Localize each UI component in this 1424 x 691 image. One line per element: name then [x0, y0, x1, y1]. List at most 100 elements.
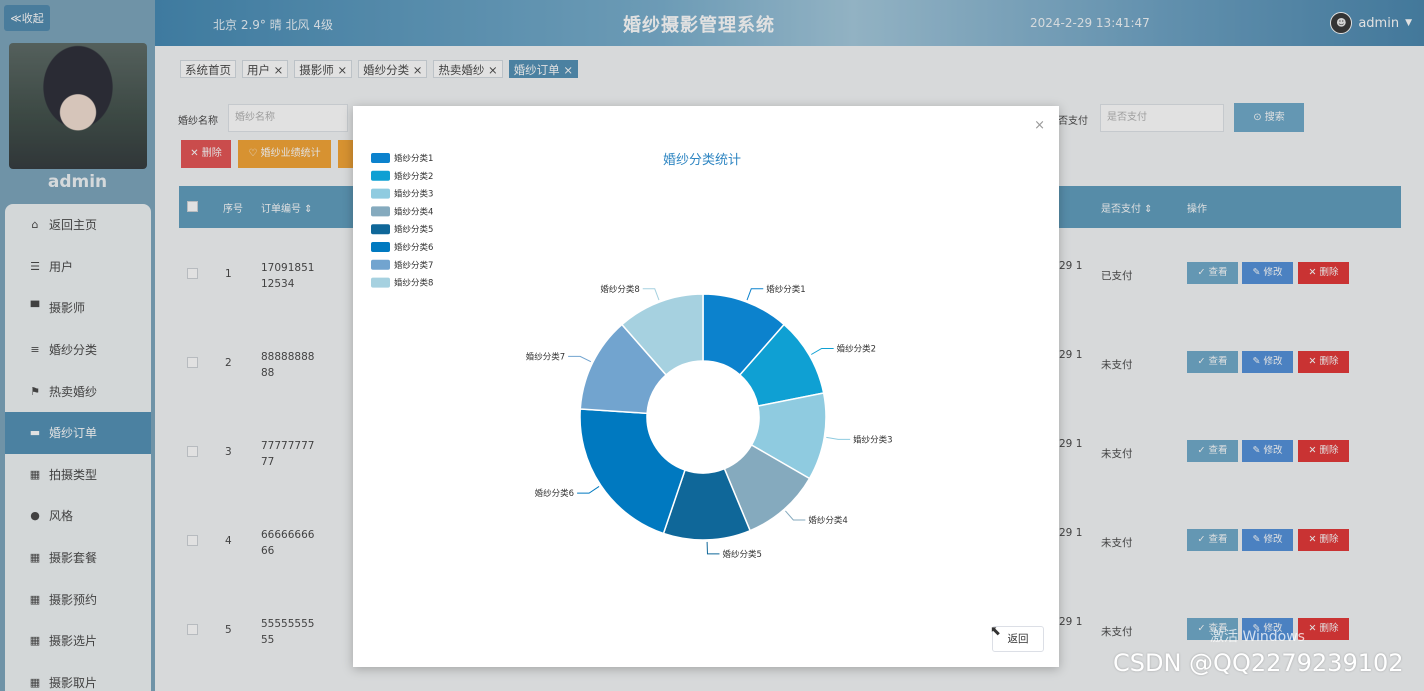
view-button[interactable]: ✓ 查看 — [1187, 351, 1238, 373]
tab-1[interactable]: 系统首页 — [180, 60, 236, 78]
sidebar-item-4[interactable]: ≡ 婚纱分类 — [5, 329, 151, 371]
table-row: 3 7777777777 29 1 未支付 ✓ 查看 ✎ 修改 ✕ 删除 — [179, 406, 1401, 495]
slice-label: 婚纱分类5 — [722, 549, 761, 560]
legend-item[interactable]: 婚纱分类6 — [371, 242, 433, 253]
weather-info: 北京 2.9° 晴 北风 4级 — [213, 18, 333, 32]
header-paid[interactable]: 是否支付 ⇕ — [1101, 204, 1153, 215]
delete-button[interactable]: ✕ 删除 — [1298, 351, 1349, 373]
menu-icon: ≡ — [30, 343, 40, 357]
edit-button[interactable]: ✎ 修改 — [1242, 529, 1293, 551]
chevron-down-icon: ▼ — [1405, 18, 1412, 28]
table-row: 1 1709185112534 29 1 已支付 ✓ 查看 ✎ 修改 ✕ 删除 — [179, 228, 1401, 317]
pay-status-select[interactable]: 是否支付 — [1100, 104, 1224, 132]
row-paid-status: 未支付 — [1101, 537, 1133, 549]
row-checkbox[interactable] — [187, 268, 198, 279]
slice-label: 婚纱分类3 — [853, 434, 892, 445]
username: admin — [1358, 15, 1400, 31]
category-donut-chart: 婚纱分类统计婚纱分类1婚纱分类2婚纱分类3婚纱分类4婚纱分类5婚纱分类6婚纱分类… — [371, 153, 893, 560]
edit-button[interactable]: ✎ 修改 — [1242, 618, 1293, 640]
tab-4[interactable]: 婚纱分类 × — [358, 60, 428, 78]
row-date: 29 1 — [1059, 260, 1083, 272]
sidebar-item-1[interactable]: ⌂ 返回主页 — [5, 204, 151, 246]
sidebar-item-label: 婚纱订单 — [49, 426, 98, 441]
row-index: 5 — [225, 624, 232, 636]
sidebar-item-6[interactable]: ▬ 婚纱订单 — [5, 411, 151, 454]
sidebar-item-7[interactable]: ▦ 拍摄类型 — [5, 454, 151, 496]
tab-6[interactable]: 婚纱订单 × — [508, 60, 578, 78]
legend-item[interactable]: 婚纱分类2 — [371, 170, 433, 182]
slice-label-line — [826, 436, 851, 440]
tab-3[interactable]: 摄影师 × — [294, 60, 353, 78]
batch-delete-button[interactable]: ✕ 删除 — [181, 140, 231, 168]
collapse-sidebar-button[interactable]: ≪收起 — [4, 5, 50, 31]
view-button[interactable]: ✓ 查看 — [1187, 618, 1238, 640]
category-stats-button[interactable] — [338, 140, 354, 168]
return-button[interactable]: 返回 — [992, 626, 1044, 652]
slice-label: 婚纱分类7 — [526, 351, 565, 362]
delete-button[interactable]: ✕ 删除 — [1298, 618, 1349, 640]
sidebar-item-label: 婚纱分类 — [49, 343, 98, 358]
edit-button[interactable]: ✎ 修改 — [1242, 262, 1293, 284]
slice-label-line — [746, 288, 764, 301]
user-menu[interactable]: ☻ admin ▼ — [1330, 12, 1412, 34]
delete-button[interactable]: ✕ 删除 — [1298, 529, 1349, 551]
chart-title: 婚纱分类统计 — [663, 153, 741, 168]
profile-name: admin — [47, 172, 108, 192]
mouse-cursor-icon: ⬉ — [990, 624, 1001, 639]
close-icon[interactable]: × — [1034, 118, 1045, 133]
delete-button[interactable]: ✕ 删除 — [1298, 262, 1349, 284]
edit-button[interactable]: ✎ 修改 — [1242, 351, 1293, 373]
sidebar-item-2[interactable]: ☰ 用户 — [5, 246, 151, 288]
pie-slice[interactable] — [620, 293, 704, 376]
sidebar-item-label: 用户 — [49, 259, 74, 274]
row-checkbox[interactable] — [187, 624, 198, 635]
header-order-no[interactable]: 订单编号 ⇕ — [261, 204, 313, 215]
pie-slice[interactable] — [579, 408, 686, 535]
sidebar-item-3[interactable]: ▀ 摄影师 — [5, 287, 151, 329]
legend-item[interactable]: 婚纱分类7 — [371, 259, 433, 271]
sales-stats-button[interactable]: ♡ 婚纱业绩统计 — [238, 140, 331, 168]
sidebar-item-10[interactable]: ▦ 摄影预约 — [5, 578, 151, 620]
search-input[interactable]: 婚纱名称 — [228, 104, 348, 132]
row-date: 29 1 — [1059, 349, 1083, 361]
legend-label: 婚纱分类6 — [394, 242, 433, 253]
edit-button[interactable]: ✎ 修改 — [1242, 440, 1293, 462]
slice-label-line — [568, 355, 592, 363]
view-button[interactable]: ✓ 查看 — [1187, 440, 1238, 462]
tab-5[interactable]: 热卖婚纱 × — [433, 60, 503, 78]
legend-item[interactable]: 婚纱分类8 — [371, 277, 433, 289]
search-button[interactable]: ⊙ 搜索 — [1234, 103, 1304, 132]
row-checkbox[interactable] — [187, 357, 198, 368]
row-order-no: 8888888888 — [261, 351, 315, 379]
sidebar-item-12[interactable]: ▦ 摄影取片 — [5, 662, 151, 691]
legend-item[interactable]: 婚纱分类5 — [371, 224, 433, 235]
slice-label: 婚纱分类1 — [766, 284, 805, 295]
slice-label-line — [785, 510, 806, 521]
table-row: 2 8888888888 29 1 未支付 ✓ 查看 ✎ 修改 ✕ 删除 — [179, 317, 1401, 406]
tab-2[interactable]: 用户 × — [242, 60, 289, 78]
select-all-checkbox[interactable] — [187, 201, 198, 212]
row-checkbox[interactable] — [187, 535, 198, 546]
slice-label: 婚纱分类2 — [837, 344, 876, 355]
delete-button[interactable]: ✕ 删除 — [1298, 440, 1349, 462]
stats-modal: 婚纱分类统计 婚纱分类1 婚纱分类2 婚纱分类3 婚纱分类4 婚纱分类5 婚纱分类6 婚纱分类… — [353, 106, 1059, 667]
view-button[interactable]: ✓ 查看 — [1187, 262, 1238, 284]
menu-icon: ▦ — [29, 467, 41, 481]
view-button[interactable]: ✓ 查看 — [1187, 529, 1238, 551]
slice-label-line — [642, 288, 660, 301]
legend-item[interactable]: 婚纱分类1 — [371, 153, 433, 164]
sidebar-item-11[interactable]: ▦ 摄影选片 — [5, 620, 151, 662]
sidebar-item-9[interactable]: ▦ 摄影套餐 — [5, 537, 151, 579]
legend-swatch — [371, 224, 390, 235]
row-checkbox[interactable] — [187, 446, 198, 457]
legend-item[interactable]: 婚纱分类3 — [371, 188, 433, 200]
row-order-no: 6666666666 — [261, 529, 315, 557]
sidebar-menu: ⌂ 返回主页 ☰ 用户 ▀ 摄影师 ≡ 婚纱分类 ⚑ 热卖婚纱 ▬ 婚纱订单 ▦ 拍摄类型 ● 风格 ▦ 摄影套餐… — [5, 204, 151, 691]
search-label: 婚纱名称 — [178, 116, 218, 127]
row-order-no: 5555555555 — [261, 618, 315, 646]
legend-item[interactable]: 婚纱分类4 — [371, 206, 433, 217]
legend-swatch — [371, 188, 390, 199]
sidebar-item-5[interactable]: ⚑ 热卖婚纱 — [5, 370, 151, 412]
windows-activation-watermark: 激活 Windows — [1210, 629, 1305, 645]
sidebar-item-8[interactable]: ● 风格 — [5, 495, 151, 537]
